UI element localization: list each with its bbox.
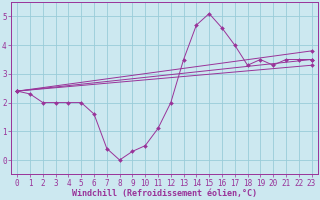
X-axis label: Windchill (Refroidissement éolien,°C): Windchill (Refroidissement éolien,°C)	[72, 189, 257, 198]
